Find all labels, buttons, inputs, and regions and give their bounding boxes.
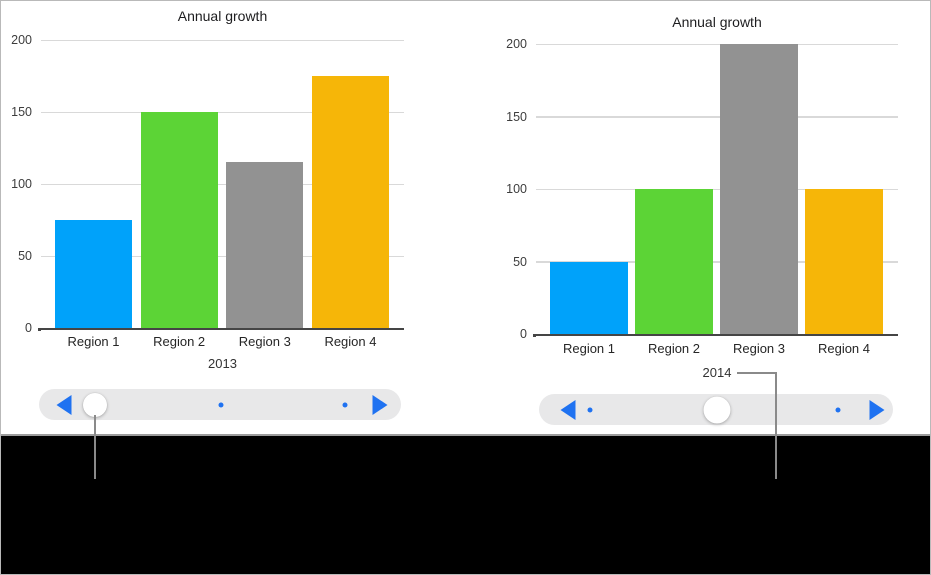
bar-chart-2013: 0 50 100 150 200 — [11, 33, 404, 335]
page-dot-icon[interactable] — [835, 407, 841, 412]
bar-region-2 — [140, 112, 218, 328]
callout-line — [737, 371, 777, 374]
x-axis-category-labels: Region 1 Region 2 Region 3 Region 4 — [536, 341, 898, 356]
x-axis-category-label: Region 2 — [647, 341, 701, 356]
x-axis-category-label: Region 4 — [324, 334, 377, 349]
x-axis-category-label: Region 1 — [562, 341, 616, 356]
chart-page-2013: Annual growth 0 50 100 150 200 Region 1 Regio… — [1, 1, 466, 434]
chart-paging-slider[interactable] — [39, 389, 401, 420]
figure-caption-area — [1, 434, 930, 574]
y-axis-tick-label: 100 — [506, 182, 527, 196]
page-dot-icon[interactable] — [218, 402, 224, 407]
x-axis-category-label: Region 3 — [732, 341, 786, 356]
x-axis-category-label: Region 4 — [817, 341, 871, 356]
x-axis-category-label: Region 2 — [153, 334, 206, 349]
previous-arrow-icon[interactable] — [56, 394, 72, 415]
y-axis-tick-label: 100 — [11, 177, 32, 191]
y-axis-tick-label: 150 — [506, 109, 527, 124]
y-axis-tick-label: 200 — [11, 33, 32, 47]
gridline — [41, 111, 404, 113]
y-axis-tick-label: 0 — [25, 321, 32, 335]
gridline — [41, 39, 404, 41]
page-dot-icon[interactable] — [587, 407, 593, 412]
y-axis-tick-label: 50 — [513, 254, 527, 269]
chart-page-2014: Annual growth 0 50 100 150 200 Region 1 Regio… — [467, 1, 930, 434]
gridline — [536, 116, 898, 118]
bar-region-3 — [226, 162, 304, 328]
chart-title: Annual growth — [672, 14, 762, 30]
x-axis-year-label: 2013 — [208, 356, 237, 371]
gridline — [41, 255, 404, 257]
bar-region-2 — [635, 189, 713, 334]
next-arrow-icon[interactable] — [372, 394, 388, 415]
slider-thumb[interactable] — [703, 396, 731, 423]
gridline — [536, 43, 898, 45]
y-axis-tick-label: 50 — [18, 249, 32, 263]
bar-region-3 — [720, 44, 798, 334]
bar-chart-2014: 0 50 100 150 200 — [506, 37, 898, 341]
x-axis-category-labels: Region 1 Region 2 Region 3 Region 4 — [41, 334, 404, 349]
next-arrow-icon[interactable] — [869, 399, 885, 420]
x-axis-category-label: Region 3 — [238, 334, 291, 349]
callout-line — [93, 415, 96, 479]
y-axis-tick-label: 0 — [520, 327, 527, 341]
callout-line — [774, 371, 777, 479]
gridline — [536, 261, 898, 263]
x-axis-category-label: Region 1 — [67, 334, 120, 349]
previous-arrow-icon[interactable] — [560, 399, 576, 420]
bar-region-4 — [805, 189, 883, 334]
y-axis-tick-label: 200 — [506, 37, 527, 51]
gridline — [41, 183, 404, 185]
slider-thumb[interactable] — [83, 392, 107, 417]
bar-region-1 — [55, 220, 132, 328]
y-axis-tick-label: 150 — [11, 105, 32, 119]
bar-region-4 — [311, 76, 389, 328]
gridline — [536, 188, 898, 190]
chart-paging-slider[interactable] — [539, 394, 893, 425]
bar-region-1 — [550, 261, 628, 334]
chart-title: Annual growth — [177, 8, 268, 24]
x-axis-year-label: 2014 — [702, 365, 732, 380]
page-dot-icon[interactable] — [342, 402, 348, 407]
